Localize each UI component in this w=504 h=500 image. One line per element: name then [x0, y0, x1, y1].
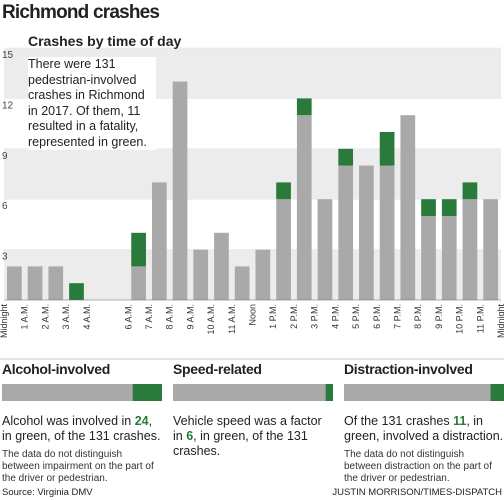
bar-segment: [276, 199, 291, 300]
text-before: Vehicle speed was a factor in: [173, 414, 322, 443]
x-tick-label: 7 P.M.: [392, 304, 402, 329]
share-bar: [490, 384, 504, 401]
x-tick-label: 9 P.M.: [434, 304, 444, 329]
x-tick-label: 10 A.M.: [206, 304, 216, 335]
panel-title: Alcohol-involved: [2, 361, 110, 377]
x-tick-label: 10 P.M.: [455, 304, 465, 334]
text-before: Of the 131 crashes: [344, 414, 450, 428]
bar-segment: [214, 232, 229, 300]
bar-segment: [276, 182, 291, 200]
highlight-value: 24: [134, 414, 149, 428]
bar-segment: [255, 249, 271, 300]
bar-segment: [27, 266, 43, 300]
bar-segment: [379, 132, 395, 166]
bar-segment: [131, 266, 146, 300]
panel-title: Speed-related: [173, 361, 262, 377]
y-tick-label: 12: [2, 100, 14, 111]
bar-segment: [462, 199, 478, 300]
bar-segment: [379, 165, 395, 300]
x-tick-label: 6 A.M.: [123, 304, 133, 330]
share-bar: [325, 384, 333, 401]
grid-band: [4, 148, 501, 200]
bar-segment: [317, 199, 333, 300]
y-tick-label: 6: [2, 201, 8, 212]
bar-segment: [151, 182, 167, 300]
highlight-value: 6: [186, 429, 194, 443]
highlight-value: 11: [453, 414, 467, 428]
bar-segment: [338, 148, 354, 166]
annotation: There were 131 pedestrian-involved crash…: [28, 57, 156, 150]
x-tick-label: 5 P.M.: [351, 304, 361, 329]
x-tick-label: 6 P.M.: [372, 304, 382, 329]
panel-title: Distraction-involved: [344, 361, 473, 377]
panel-text: Vehicle speed was a factor in 6, in gree…: [173, 414, 333, 459]
bar-segment: [462, 182, 478, 200]
bar-segment: [69, 283, 84, 300]
y-tick-label: 3: [2, 252, 8, 263]
bar-segment: [359, 165, 374, 300]
bar-segment: [193, 249, 209, 300]
x-tick-label: 2 A.M.: [40, 304, 50, 330]
y-tick-label: 9: [2, 151, 8, 162]
source: Source: Virginia DMV: [2, 487, 93, 498]
x-tick-label: Midnight: [0, 304, 9, 339]
panel-note: The data do not distinguish between impa…: [2, 449, 154, 484]
x-tick-label: 3 P.M.: [310, 304, 320, 329]
page-title: Richmond crashes: [2, 2, 160, 23]
total-bar: [2, 384, 162, 401]
x-tick-label: 11 A.M.: [227, 304, 237, 334]
bar-segment: [421, 199, 436, 216]
x-tick-label: Noon: [248, 304, 258, 326]
x-tick-label: 8 P.M.: [413, 304, 423, 329]
x-tick-label: 3 A.M.: [61, 304, 71, 330]
bar-segment: [234, 266, 250, 300]
bar-segment: [131, 232, 146, 267]
x-tick-label: Midnight: [496, 304, 504, 339]
bar-segment: [338, 165, 354, 300]
bar-segment: [400, 115, 416, 300]
x-tick-label: 1 A.M.: [20, 304, 30, 330]
text-after: , in green, of the 131 crashes.: [173, 429, 308, 458]
x-tick-label: 2 P.M.: [289, 304, 299, 329]
text-after: , in green, involved a distraction.: [344, 414, 504, 443]
bar-segment: [48, 266, 64, 300]
total-bar: [344, 384, 504, 401]
credit: JUSTIN MORRISON/TIMES-DISPATCH: [332, 487, 502, 498]
x-tick-label: 11 P.M.: [475, 304, 485, 333]
bar-segment: [296, 115, 312, 300]
bar-segment: [441, 216, 457, 300]
bar-segment: [172, 81, 188, 300]
share-bar: [132, 384, 162, 401]
x-tick-label: 8 A.M.: [165, 304, 175, 330]
bar-segment: [483, 199, 498, 300]
x-tick-label: 1 P.M.: [268, 304, 278, 329]
bar-segment: [7, 266, 22, 300]
total-bar: [173, 384, 333, 401]
bar-segment: [441, 199, 457, 216]
bar-segment: [296, 98, 312, 116]
text-after: , in green, of the 131 crashes.: [2, 414, 161, 443]
bar-segment: [421, 216, 436, 300]
y-tick-label: 15: [2, 50, 14, 61]
chart-title: Crashes by time of day: [28, 33, 181, 49]
text-before: Alcohol was involved in: [2, 414, 132, 428]
panel-note: The data do not distinguish between dist…: [344, 449, 492, 484]
panel-text: Of the 131 crashes 11, in green, involve…: [344, 414, 504, 444]
x-tick-label: 4 P.M.: [330, 304, 340, 329]
grid-band: [4, 249, 501, 300]
x-tick-label: 9 A.M.: [185, 304, 195, 330]
x-tick-label: 7 A.M.: [144, 304, 154, 330]
x-tick-label: 4 A.M.: [82, 304, 92, 330]
panel-text: Alcohol was involved in 24, in green, of…: [2, 414, 162, 444]
